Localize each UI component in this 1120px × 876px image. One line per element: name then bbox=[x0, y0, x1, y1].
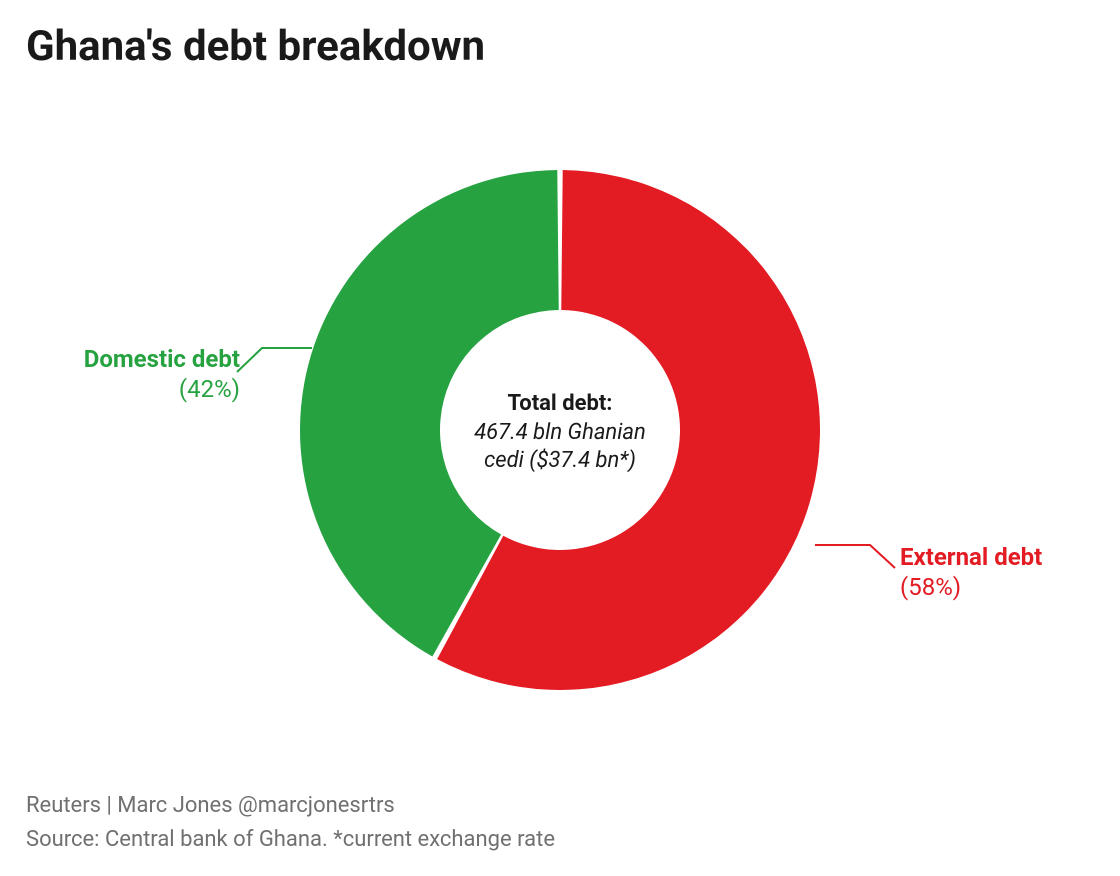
slice-name: Domestic debt bbox=[30, 344, 240, 374]
slice-percent: (42%) bbox=[30, 374, 240, 404]
slice-name: External debt bbox=[900, 542, 1042, 572]
source-line: Source: Central bank of Ghana. *current … bbox=[26, 827, 555, 852]
center-value-line1: 467.4 bln Ghanian bbox=[440, 419, 680, 448]
center-label: Total debt: 467.4 bln Ghanian cedi ($37.… bbox=[440, 390, 680, 476]
slice-percent: (58%) bbox=[900, 572, 1042, 602]
slice-label-domestic-debt: Domestic debt(42%) bbox=[30, 344, 240, 404]
credit-line: Reuters | Marc Jones @marcjonesrtrs bbox=[26, 793, 395, 818]
donut-chart: Total debt: 467.4 bln Ghanian cedi ($37.… bbox=[0, 100, 1120, 760]
leader-line bbox=[815, 545, 895, 568]
center-value-line2: cedi ($37.4 bn*) bbox=[440, 447, 680, 476]
chart-title: Ghana's debt breakdown bbox=[26, 22, 485, 71]
leader-line bbox=[237, 348, 312, 372]
slice-label-external-debt: External debt(58%) bbox=[900, 542, 1042, 602]
center-title: Total debt: bbox=[440, 390, 680, 419]
